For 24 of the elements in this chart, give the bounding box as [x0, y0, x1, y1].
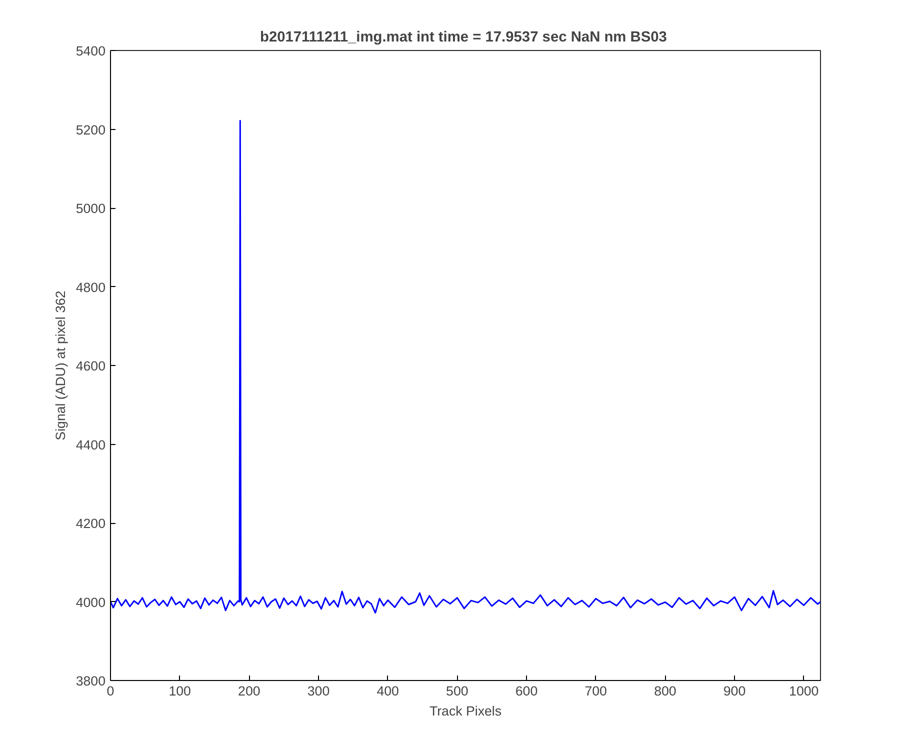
y-tick-label: 5200 — [76, 122, 106, 138]
y-tick-label: 5400 — [76, 44, 106, 58]
x-tick-label: 1000 — [789, 684, 819, 698]
y-tick-label: 4400 — [76, 437, 106, 452]
x-axis-title: Track Pixels — [429, 704, 502, 718]
x-tick-label: 500 — [446, 684, 468, 698]
y-tick-label: 4800 — [76, 280, 106, 295]
chart-title: b2017111211_img.mat int time = 17.9537 sec NaN nm BS03 — [260, 30, 667, 46]
x-tick-label: 900 — [723, 684, 746, 698]
x-tick-label: 200 — [238, 684, 260, 698]
y-tick-label: 3800 — [76, 674, 106, 688]
y-tick-label: 4600 — [76, 358, 106, 374]
x-tick-label: 0 — [106, 684, 114, 698]
y-tick-label: 4200 — [76, 516, 106, 531]
y-tick-label: 4000 — [76, 594, 106, 610]
x-tick-label: 400 — [376, 684, 399, 698]
x-tick-label: 300 — [307, 684, 330, 698]
x-tick-label: 800 — [654, 684, 676, 698]
x-tick-label: 100 — [168, 684, 191, 698]
y-tick-label: 5000 — [76, 201, 106, 216]
y-axis-title: Signal (ADU) at pixel 362 — [52, 290, 68, 440]
x-tick-label: 700 — [584, 684, 607, 698]
x-tick-label: 600 — [515, 684, 538, 698]
line-series — [110, 120, 820, 614]
